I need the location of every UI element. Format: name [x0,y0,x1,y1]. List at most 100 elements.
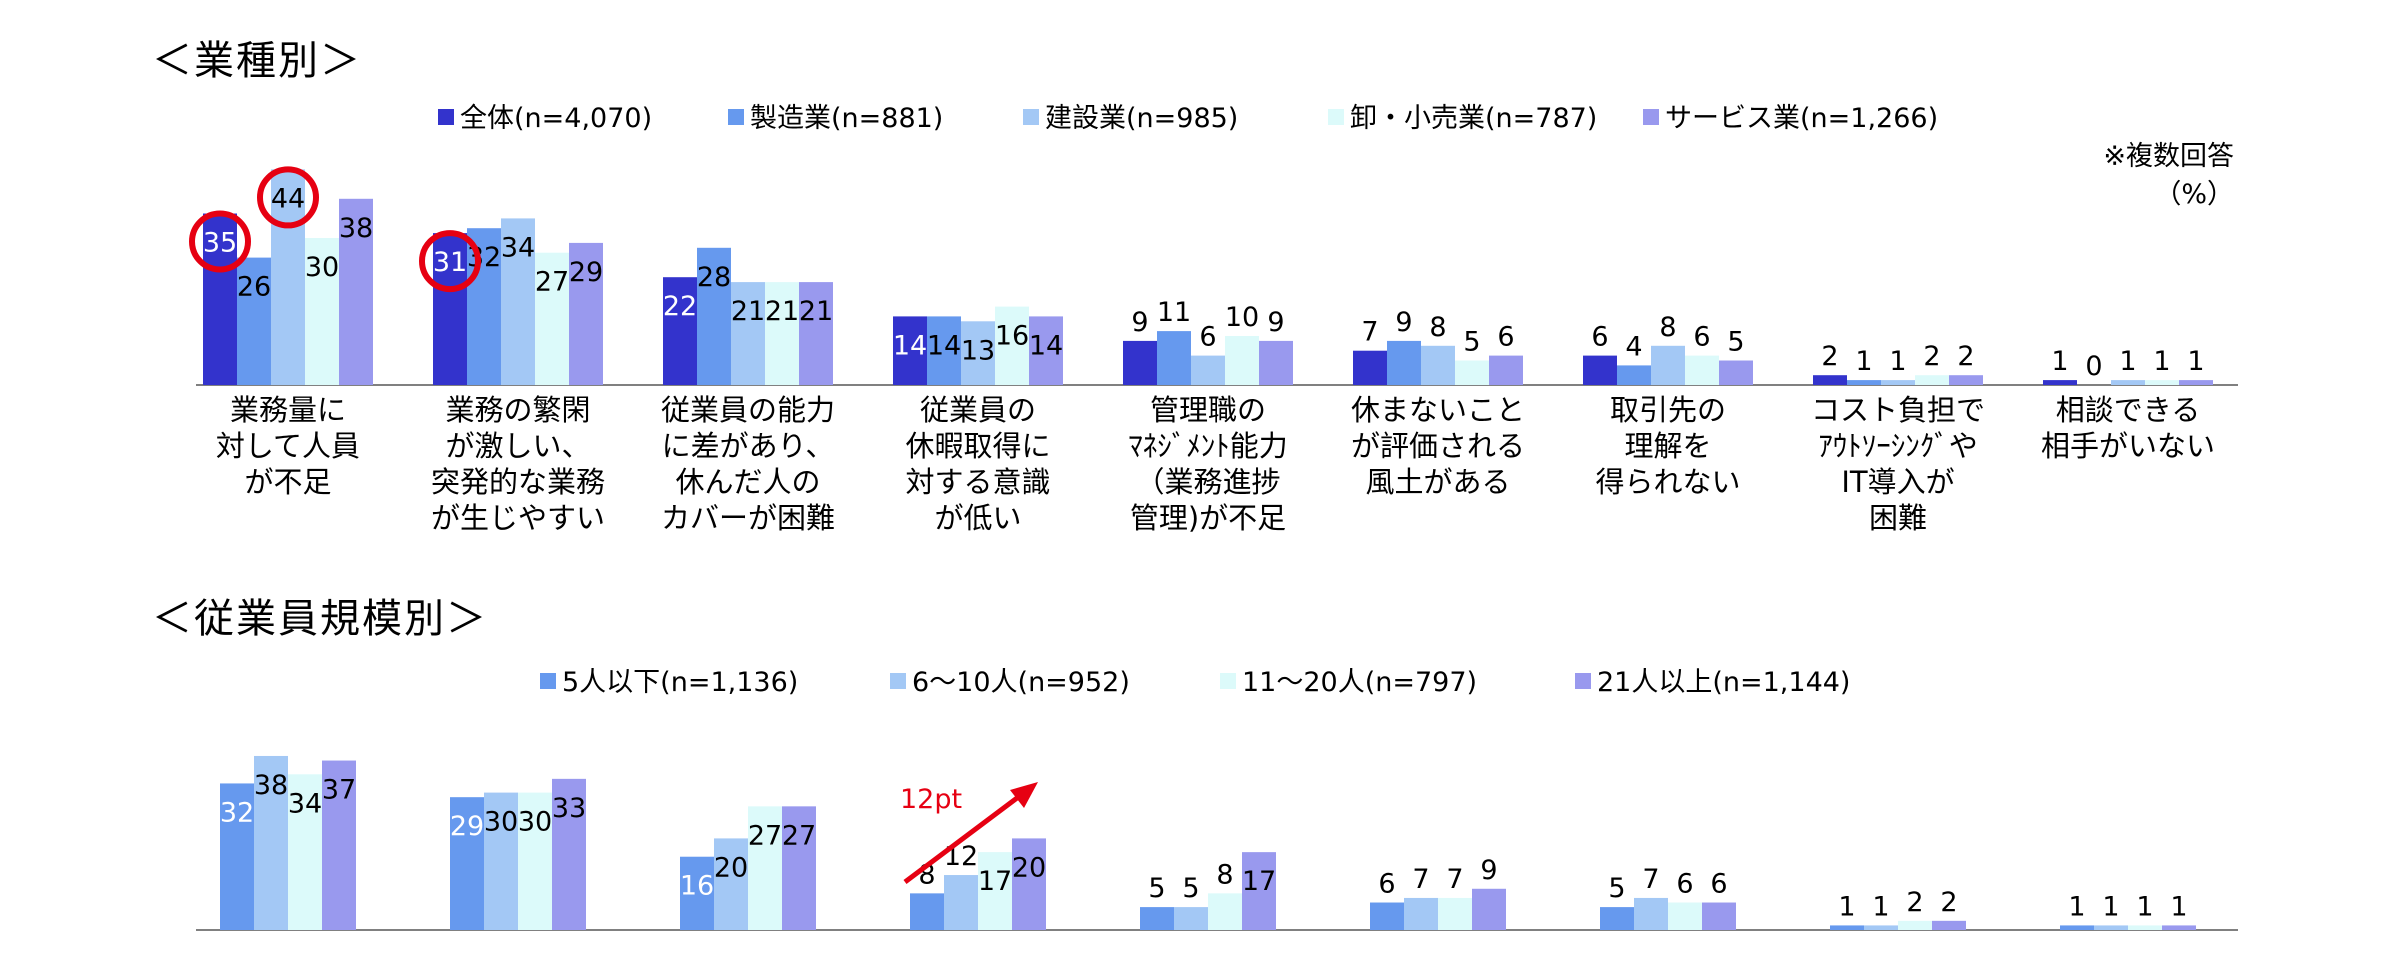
data-label: 22 [663,291,697,322]
bar [1438,897,1472,930]
legend-swatch [540,673,556,689]
data-label: 9 [1480,855,1497,886]
category-label: （業務進捗 [1135,465,1280,499]
legend-item: 21人以上(n=1,144) [1575,660,1850,699]
data-label: 0 [2085,351,2102,382]
data-label: 29 [450,811,484,842]
bar [1898,920,1932,930]
data-label: 27 [535,267,569,298]
bar [1174,907,1208,930]
bar [1634,897,1668,930]
bar [1617,365,1651,385]
annotation-label: 12pt [900,784,962,815]
bar [2162,925,2196,930]
category-label: ｱｳﾄｿｰｼﾝｸﾞや [1818,429,1978,463]
data-label: 34 [288,788,322,819]
legend-item: 全体(n=4,070) [438,96,652,135]
category-label: 理解を [1624,429,1711,463]
bar [893,316,927,385]
category-label: に差があり、 [662,429,835,463]
bar [1140,907,1174,930]
data-label: 28 [697,262,731,293]
bar [1949,375,1983,385]
bar [2043,380,2077,385]
bar [339,198,373,385]
data-label: 5 [1463,327,1480,358]
bar [518,792,552,930]
legend-item: 建設業(n=985) [1023,96,1238,135]
data-label: 5 [1148,873,1165,904]
bar [2094,925,2128,930]
annotation-arrowhead [1010,782,1038,808]
data-label: 5 [1608,873,1625,904]
data-label: 20 [1012,852,1046,883]
data-label: 14 [893,330,927,361]
category-label: 取引先の [1610,393,1726,427]
legend-item: 5人以下(n=1,136) [540,660,798,699]
category-label: 管理)が不足 [1130,501,1286,535]
legend-swatch [1328,109,1344,125]
category-label: 突発的な業務 [431,465,605,499]
data-label: 8 [1216,859,1233,890]
category-label: 対する意識 [905,465,1050,499]
data-label: 33 [552,793,586,824]
category-label: ﾏﾈｼﾞﾒﾝﾄ能力 [1128,429,1288,463]
note-multiple-answers: ※複数回答 [2103,141,2234,172]
data-label: 6 [1676,869,1693,900]
category-label: が生じやすい [431,501,605,535]
bar [910,893,944,930]
data-label: 20 [714,852,748,883]
bar [944,875,978,930]
category-label: 休んだ人の [675,465,820,499]
data-label: 7 [1642,864,1659,895]
bar [1421,345,1455,385]
bar [2111,380,2145,385]
data-label: 1 [2068,891,2085,922]
bar [1208,893,1242,930]
bar [714,838,748,930]
bar [2060,925,2094,930]
bar [1864,925,1898,930]
bar [450,797,484,930]
bar [1455,360,1489,385]
data-label: 27 [782,820,816,851]
bottom-legend: 5人以下(n=1,136) 6～10人(n=952) 11～20人(n=797) 21… [540,660,1940,699]
bar [1012,838,1046,930]
legend-item: 11～20人(n=797) [1220,660,1477,699]
data-label: 1 [2102,891,2119,922]
bar [1685,355,1719,385]
data-label: 14 [1029,330,1063,361]
bar [1830,925,1864,930]
bar [254,755,288,930]
category-label: 相談できる [2056,393,2200,427]
highlight-circle [419,230,481,293]
annotation-arrow [903,790,1027,884]
bar [1932,920,1966,930]
bar [1259,340,1293,385]
bar [731,282,765,385]
bar [680,856,714,930]
data-label: 17 [1242,866,1276,897]
bar [1600,907,1634,930]
bar [535,252,569,385]
category-label: 管理職の [1150,393,1266,427]
category-label: コスト負担で [1811,393,1985,427]
legend-label: 全体(n=4,070) [460,103,653,134]
category-label: IT導入が [1841,465,1954,499]
data-label: 6 [1497,322,1514,353]
bar [1719,360,1753,385]
data-label: 34 [501,232,535,263]
data-label: 8 [1429,312,1446,343]
data-label: 11 [1157,297,1191,328]
data-label: 4 [1625,331,1642,362]
bar [1123,340,1157,385]
legend-label: サービス業(n=1,266) [1665,103,1939,134]
legend-swatch [438,109,454,125]
data-label: 6 [1591,322,1608,353]
bar [237,257,271,385]
category-label: が低い [934,501,1021,535]
bar [467,228,501,385]
data-label: 30 [484,807,518,838]
data-label: 2 [1821,341,1838,372]
